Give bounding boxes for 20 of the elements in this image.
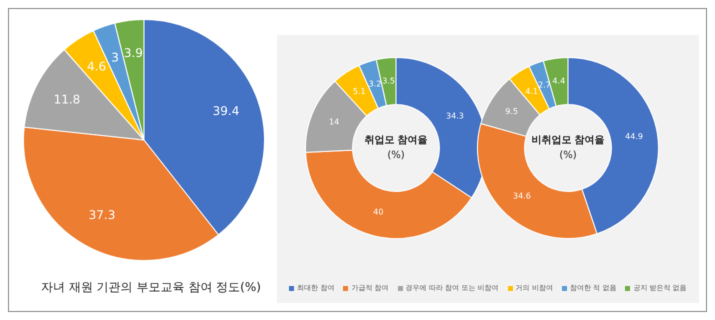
data-label: 4.1 bbox=[525, 86, 538, 96]
data-label: 4.4 bbox=[552, 76, 566, 86]
data-label: 37.3 bbox=[88, 208, 116, 222]
data-label: 3 bbox=[111, 50, 119, 64]
text: 비취업모 참여율 (%) bbox=[531, 135, 605, 162]
text: 자녀 재원 기관의 부모교육 참여 정도(%) bbox=[40, 279, 262, 296]
data-label: 39.4 bbox=[212, 104, 240, 118]
data-label: 11.8 bbox=[54, 92, 80, 106]
data-label: 9.5 bbox=[505, 106, 518, 116]
data-label: 40 bbox=[373, 208, 384, 217]
data-label: 3.9 bbox=[124, 46, 143, 60]
text: 취업모 참여율 (%) bbox=[364, 135, 428, 162]
data-label: 44.9 bbox=[625, 132, 643, 142]
data-label: 34.3 bbox=[446, 111, 464, 120]
data-label: 5.1 bbox=[352, 87, 366, 96]
data-label: 4.6 bbox=[87, 59, 106, 74]
data-label: 3.5 bbox=[382, 76, 396, 86]
data-label: 14 bbox=[328, 118, 340, 127]
data-label: 34.6 bbox=[513, 192, 531, 201]
data-label: 3.2 bbox=[368, 80, 382, 89]
